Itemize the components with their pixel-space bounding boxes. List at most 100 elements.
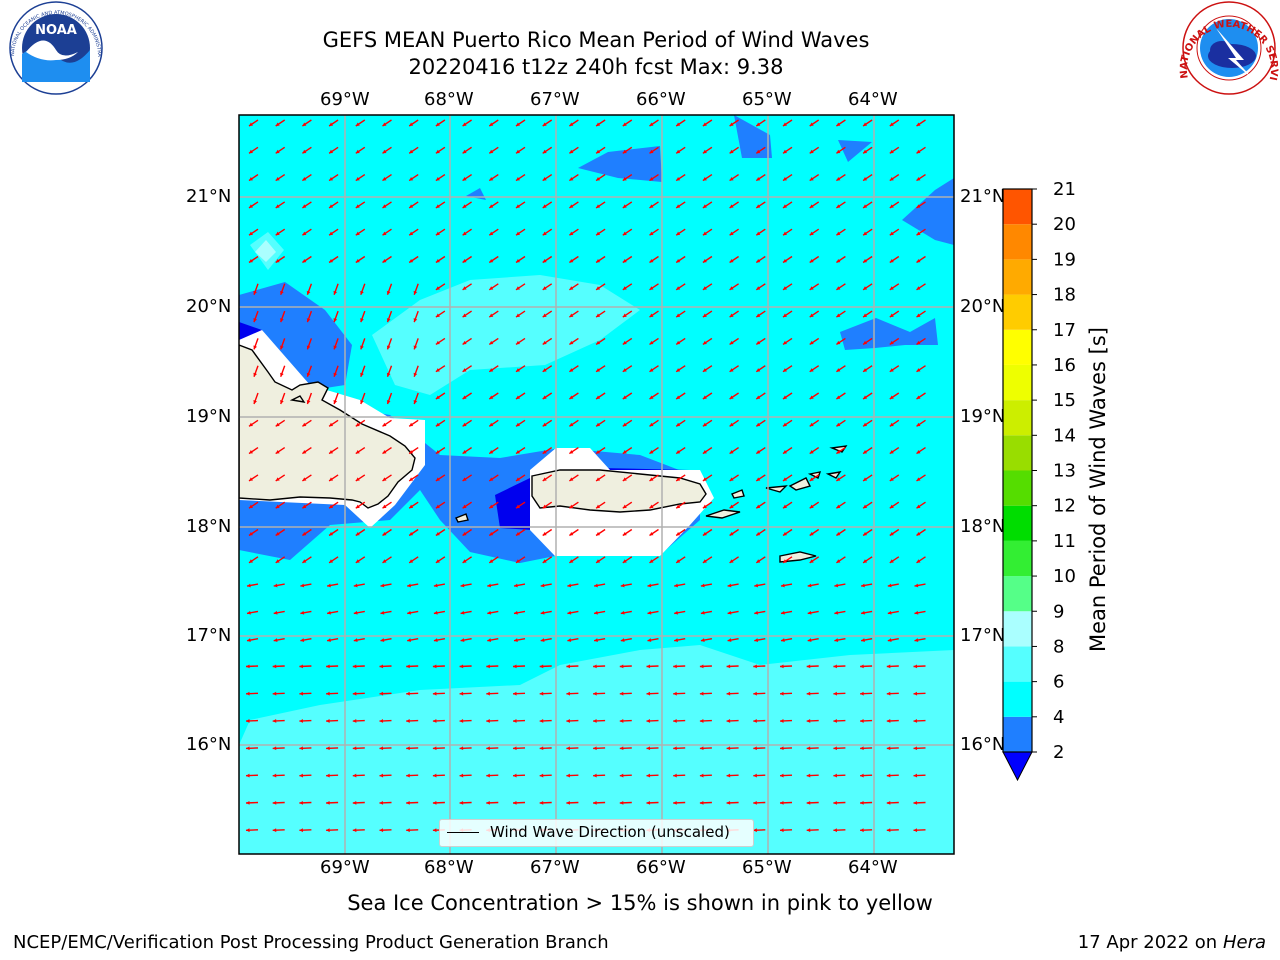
wave-direction-arrow — [382, 228, 392, 236]
svg-text:NATIONAL WEATHER SERVICE: NATIONAL WEATHER SERVICE — [0, 0, 1279, 81]
wave-direction-arrow — [916, 146, 926, 154]
wave-direction-arrow — [649, 228, 659, 236]
wave-direction-arrow — [675, 528, 686, 537]
wave-direction-arrow — [809, 119, 820, 127]
wave-direction-arrow — [649, 501, 659, 509]
wave-direction-arrow — [382, 174, 392, 182]
wave-direction-arrow — [889, 365, 900, 373]
wave-direction-arrow — [326, 583, 339, 588]
wave-direction-arrow — [860, 638, 873, 642]
wave-direction-arrow — [619, 800, 632, 805]
legend-line-swatch — [447, 832, 479, 833]
wave-direction-arrow — [674, 610, 686, 615]
wave-direction-arrow — [782, 228, 793, 236]
wave-direction-arrow — [333, 283, 339, 296]
wave-direction-arrow — [622, 556, 633, 564]
wave-direction-arrow — [248, 228, 259, 236]
wave-direction-arrow — [860, 828, 873, 833]
wave-direction-arrow — [755, 556, 766, 564]
wave-direction-arrow — [702, 283, 713, 291]
footer-date: 17 Apr 2022 on Hera — [1078, 932, 1266, 953]
wave-direction-arrow — [862, 447, 873, 455]
wave-direction-arrow — [462, 556, 472, 564]
wave-direction-arrow — [673, 746, 686, 751]
wave-direction-arrow — [275, 447, 286, 455]
wave-direction-arrow — [649, 528, 659, 537]
wave-direction-arrow — [246, 638, 259, 642]
wave-direction-arrow — [380, 610, 392, 615]
wave-direction-arrow — [807, 638, 819, 642]
wave-direction-arrow — [245, 773, 259, 778]
lat-label-left-1: 21°N — [186, 186, 232, 207]
wave-direction-arrow — [272, 664, 285, 669]
wave-direction-arrow — [702, 447, 713, 455]
wave-direction-arrow — [302, 255, 312, 264]
lon-label-top-3: 67°W — [530, 89, 580, 110]
wave-direction-arrow — [887, 583, 899, 588]
lon-label-top-5: 65°W — [742, 89, 792, 110]
wave-direction-arrow — [462, 228, 472, 236]
wave-direction-arrow — [646, 664, 659, 669]
wave-direction-arrow — [755, 528, 766, 537]
wave-direction-arrow — [542, 392, 553, 400]
wave-direction-arrow — [833, 691, 846, 696]
wave-direction-arrow — [513, 610, 526, 615]
wave-direction-arrow — [459, 800, 472, 805]
wave-direction-arrow — [889, 474, 900, 482]
wave-direction-arrow — [302, 146, 312, 154]
wave-direction-arrow — [569, 392, 579, 400]
wave-direction-arrow — [408, 556, 419, 564]
wave-direction-arrow — [302, 447, 312, 455]
wave-direction-arrow — [675, 228, 686, 236]
wave-direction-arrow — [435, 447, 446, 455]
wave-direction-arrow — [886, 800, 899, 805]
colorbar-segment — [1003, 224, 1032, 260]
lat-label-right-6: 16°N — [960, 734, 1006, 755]
wave-direction-arrow — [435, 556, 446, 564]
wave-direction-arrow — [540, 610, 552, 615]
lon-label-top-1: 69°W — [320, 89, 370, 110]
wave-direction-arrow — [326, 719, 339, 723]
wave-direction-arrow — [782, 392, 793, 400]
wave-direction-arrow — [782, 501, 793, 509]
colorbar-tick-label: 8 — [1053, 636, 1064, 657]
lat-label-right-2: 20°N — [960, 296, 1006, 317]
wave-direction-arrow — [916, 474, 926, 482]
lat-label-left-5: 17°N — [186, 625, 232, 646]
wave-direction-arrow — [406, 719, 419, 723]
wave-direction-arrow — [408, 501, 419, 509]
colorbar-tick-label: 18 — [1053, 285, 1076, 306]
nws-logo-ring-text: NATIONAL WEATHER SERVICE — [0, 0, 1279, 81]
wave-direction-arrow — [488, 365, 499, 373]
wave-direction-arrow — [753, 719, 766, 723]
wave-direction-arrow — [860, 746, 873, 751]
wave-direction-arrow — [836, 255, 846, 264]
wave-direction-arrow — [593, 638, 606, 642]
wave-direction-arrow — [622, 501, 633, 509]
lon-label-top-4: 66°W — [636, 89, 686, 110]
wave-direction-arrow — [488, 310, 499, 318]
wave-direction-arrow — [782, 201, 793, 209]
wave-direction-arrow — [809, 447, 820, 455]
wave-direction-arrow — [916, 419, 926, 427]
wave-direction-arrow — [647, 610, 659, 615]
wave-direction-arrow — [248, 447, 259, 455]
wave-direction-arrow — [333, 310, 339, 323]
wave-direction-arrow — [646, 800, 659, 805]
wave-direction-arrow — [889, 201, 900, 209]
wave-direction-arrow — [513, 638, 526, 642]
wave-direction-arrow — [836, 119, 846, 127]
wave-direction-arrow — [729, 392, 739, 400]
colorbar-segment — [1003, 329, 1032, 365]
wave-direction-arrow — [382, 447, 392, 455]
wave-direction-arrow — [355, 174, 366, 182]
wave-direction-arrow — [862, 392, 873, 400]
wave-direction-arrow — [916, 337, 926, 345]
wave-direction-arrow — [355, 201, 366, 209]
wave-direction-arrow — [360, 310, 366, 323]
wave-direction-arrow — [886, 719, 899, 723]
wave-direction-arrow — [755, 174, 766, 182]
colorbar-tick-label: 16 — [1053, 355, 1076, 376]
wave-direction-arrow — [862, 419, 873, 427]
wave-direction-arrow — [622, 337, 633, 345]
